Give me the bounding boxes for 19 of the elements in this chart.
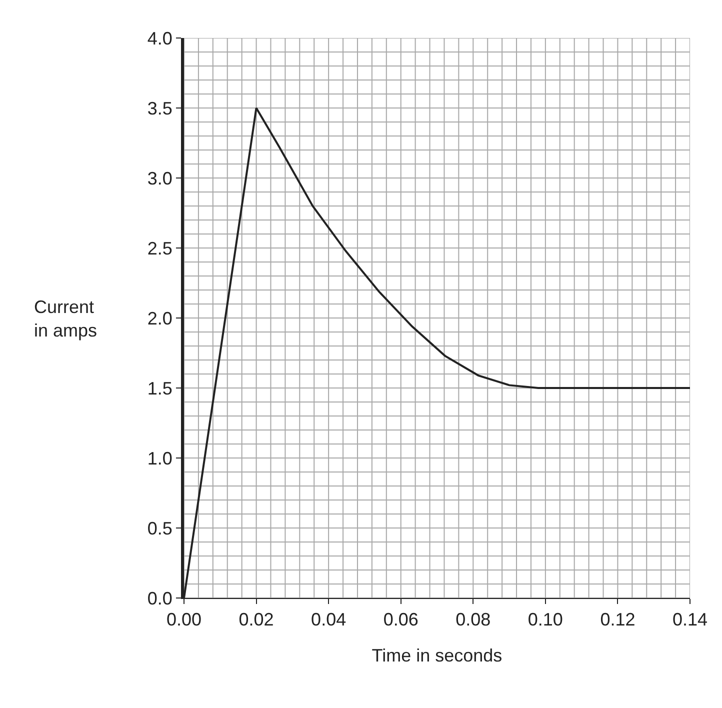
y-tick-label: 2.0	[147, 308, 172, 328]
x-tick-label: 0.10	[528, 610, 563, 630]
x-tick-label: 0.06	[383, 610, 418, 630]
y-tick-label: 4.0	[147, 28, 172, 48]
x-axis-title: Time in seconds	[372, 646, 502, 666]
y-axis-title: Current in amps	[34, 297, 98, 340]
y-tick-label: 2.5	[147, 238, 172, 258]
x-tick-label: 0.14	[672, 610, 708, 630]
x-tick-label: 0.04	[311, 610, 346, 630]
x-tick-label: 0.00	[166, 610, 202, 630]
y-tick-label: 1.5	[147, 378, 172, 398]
y-tick-label: 0.5	[147, 518, 172, 538]
y-tick-label: 3.5	[147, 98, 172, 118]
x-tick-label: 0.12	[600, 610, 636, 630]
y-tick-label: 3.0	[147, 168, 172, 188]
x-tick-label: 0.08	[456, 610, 491, 630]
y-tick-label: 0.0	[147, 588, 172, 608]
y-tick-label: 1.0	[147, 448, 172, 468]
x-tick-label: 0.02	[238, 610, 274, 630]
